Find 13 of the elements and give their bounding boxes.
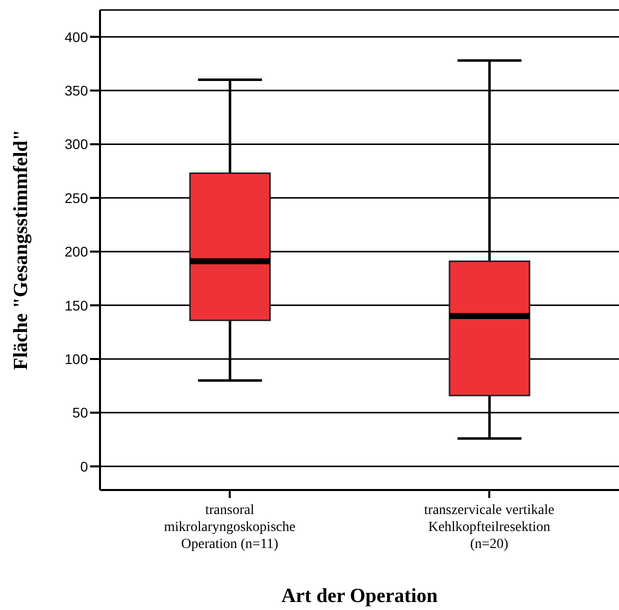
x-axis-title: Art der Operation (281, 585, 438, 607)
y-tick-label: 50 (72, 404, 88, 421)
y-tick-label: 350 (64, 82, 88, 99)
x-tick-label: transoral mikrolaryngoskopische Operation (n=11) (164, 503, 296, 552)
x-tick-label: transzervicale vertikale Kehlkopfteilresektion (n=20) (424, 503, 554, 552)
y-tick-label: 150 (64, 297, 88, 314)
y-tick-label: 100 (64, 350, 88, 367)
y-tick-label: 0 (80, 458, 88, 474)
y-tick-label: 400 (64, 28, 88, 45)
y-axis-title: Fläche "Gesangsstimmfeld" (10, 129, 32, 370)
y-tick-label: 200 (64, 244, 88, 260)
y-tick-label: 250 (64, 190, 88, 206)
y-tick-label: 300 (64, 136, 88, 152)
